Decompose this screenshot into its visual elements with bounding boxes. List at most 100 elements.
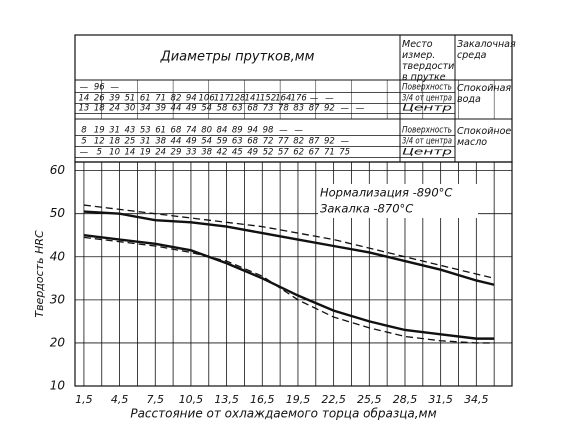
table-cell: 54: [201, 104, 212, 114]
table-cell: 12: [94, 137, 105, 147]
table-cell: 80: [201, 126, 212, 136]
table-cell: 33: [186, 148, 197, 158]
x-tick-label: 16,5: [250, 393, 275, 406]
table-cell: 71: [324, 148, 335, 158]
curve: [83, 234, 495, 340]
table-header: Закалочная среда: [457, 39, 516, 61]
y-axis-label: Твердость HRC: [33, 230, 46, 318]
location: 3/4 от центра: [402, 137, 452, 147]
table-cell: 53: [140, 126, 151, 136]
curve: [83, 236, 495, 344]
table-cell: 19: [94, 126, 105, 136]
table-cell: 62: [293, 148, 304, 158]
table-cell: 30: [125, 104, 136, 114]
table-cell: 18: [109, 137, 120, 147]
table-cell: 54: [201, 137, 212, 147]
table-cell: —: [294, 126, 303, 136]
table-cell: 58: [217, 104, 228, 114]
x-tick-label: 4,5: [111, 393, 129, 406]
table-cell: —: [80, 148, 89, 158]
location: Центр: [402, 148, 452, 158]
table-cell: 61: [155, 126, 166, 136]
table-cell: 78: [278, 104, 289, 114]
table-cell: 71: [155, 94, 166, 104]
table-cell: 5: [81, 137, 86, 147]
table-cell: 117: [214, 94, 231, 104]
table-cell: 18: [94, 104, 105, 114]
annotation-box: [318, 184, 478, 218]
y-tick-label: 50: [50, 206, 66, 220]
location: 3/4 от центра: [402, 94, 452, 104]
curve: [83, 204, 495, 279]
table-header: Спокойная вода: [457, 83, 511, 105]
table-cell: 75: [339, 148, 350, 158]
table-cell: 82: [293, 137, 304, 147]
y-tick-label: 30: [50, 292, 66, 306]
table-cell: 14: [79, 94, 90, 104]
table-cell: 49: [186, 104, 197, 114]
table-cell: 87: [309, 137, 320, 147]
table-cell: 84: [217, 126, 228, 136]
table-cell: 94: [247, 126, 258, 136]
table-cell: 59: [217, 137, 228, 147]
table-cell: 43: [125, 126, 136, 136]
table-cell: 49: [247, 148, 258, 158]
table-cell: 61: [140, 94, 151, 104]
table-cell: 31: [140, 137, 151, 147]
table-cell: 176: [291, 94, 308, 104]
location: Поверхность: [402, 83, 452, 93]
table-cell: 74: [186, 126, 197, 136]
table-cell: 152: [260, 94, 276, 104]
x-tick-label: 28,5: [393, 393, 418, 406]
y-tick-label: 40: [50, 249, 66, 263]
table-cell: 31: [109, 126, 120, 136]
table-cell: 63: [232, 137, 243, 147]
x-axis-label: Расстояние от охлаждаемого торца образца…: [130, 407, 436, 421]
table-cell: 57: [278, 148, 289, 158]
table-cell: 39: [155, 104, 166, 114]
table-cell: 68: [247, 137, 258, 147]
x-tick-label: 1,5: [75, 393, 93, 406]
table-cell: —: [340, 104, 349, 114]
table-cell: 94: [186, 94, 197, 104]
table-cell: —: [80, 83, 89, 93]
table-cell: 89: [232, 126, 243, 136]
table-cell: 44: [171, 104, 182, 114]
location: Центр: [402, 104, 452, 114]
table-cell: 72: [263, 137, 274, 147]
table-cell: 29: [171, 148, 182, 158]
table-cell: 52: [263, 148, 274, 158]
table-cell: 92: [324, 137, 335, 147]
table-cell: 38: [201, 148, 212, 158]
table-cell: 77: [278, 137, 289, 147]
table-cell: 26: [94, 94, 105, 104]
table-cell: 51: [125, 94, 136, 104]
table-cell: 45: [232, 148, 243, 158]
x-tick-label: 13,5: [214, 393, 239, 406]
table-cell: 96: [94, 83, 105, 93]
table-cell: 8: [81, 126, 87, 136]
table-cell: 83: [293, 104, 304, 114]
table-cell: —: [325, 94, 334, 104]
table-cell: 5: [97, 148, 102, 158]
table-cell: 42: [217, 148, 228, 158]
table-cell: 14: [125, 148, 136, 158]
x-tick-label: 34,5: [464, 393, 489, 406]
table-cell: 68: [247, 104, 258, 114]
table-cell: 13: [79, 104, 90, 114]
x-tick-label: 22,5: [321, 393, 346, 406]
annotation: Нормализация -890°С: [320, 186, 452, 200]
location: Поверхность: [402, 126, 452, 136]
table-cell: 24: [155, 148, 166, 158]
table-cell: 19: [140, 148, 151, 158]
table-cell: 141: [245, 94, 261, 104]
table-cell: 10: [109, 148, 120, 158]
x-tick-label: 31,5: [428, 393, 453, 406]
table-cell: —: [279, 126, 288, 136]
table-cell: —: [110, 83, 119, 93]
table-cell: —: [340, 137, 349, 147]
table-cell: 82: [171, 94, 182, 104]
table-cell: 87: [309, 104, 320, 114]
y-tick-label: 20: [50, 335, 66, 349]
